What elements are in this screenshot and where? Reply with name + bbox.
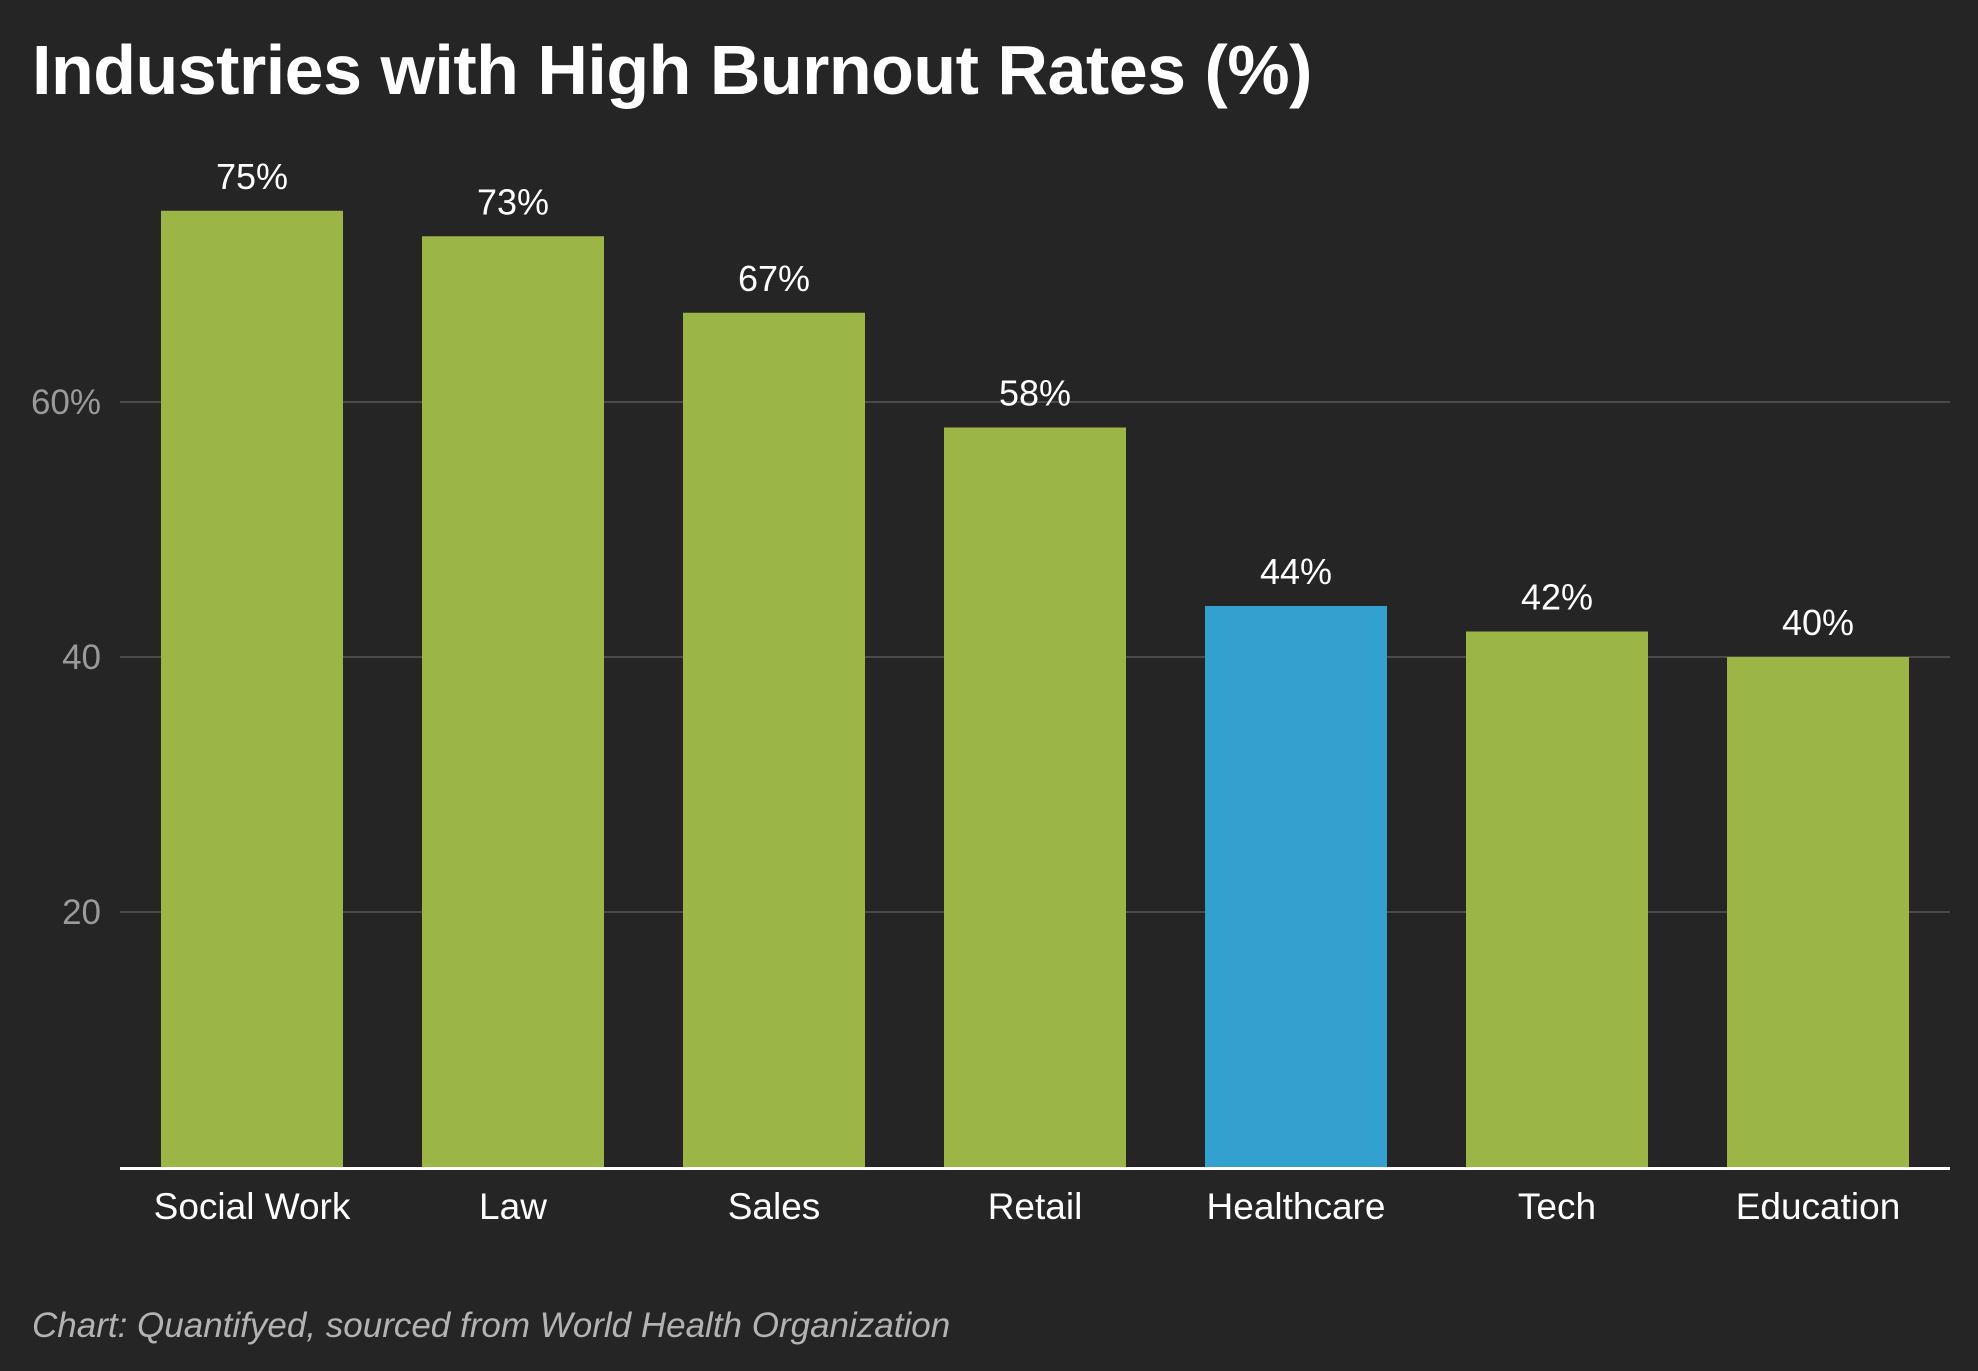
data-label-social-work: 75% xyxy=(216,156,288,197)
x-tick-label-tech: Tech xyxy=(1518,1186,1596,1227)
x-tick-label-retail: Retail xyxy=(988,1186,1083,1227)
x-tick-label-sales: Sales xyxy=(728,1186,821,1227)
bars xyxy=(161,210,1909,1167)
chart-title: Industries with High Burnout Rates (%) xyxy=(32,31,1312,109)
x-tick-label-healthcare: Healthcare xyxy=(1207,1186,1386,1227)
data-label-law: 73% xyxy=(477,181,549,222)
data-label-sales: 67% xyxy=(738,258,810,299)
y-tick-label-20: 20 xyxy=(62,893,101,932)
bar-education xyxy=(1727,657,1909,1167)
y-tick-label-60: 60% xyxy=(31,383,101,422)
data-label-retail: 58% xyxy=(999,373,1071,414)
bar-sales xyxy=(683,312,865,1167)
source-caption: Chart: Quantifyed, sourced from World He… xyxy=(32,1306,951,1345)
bar-social-work xyxy=(161,210,343,1167)
data-label-education: 40% xyxy=(1782,602,1854,643)
data-label-tech: 42% xyxy=(1521,577,1593,618)
x-tick-label-social-work: Social Work xyxy=(154,1186,351,1227)
data-label-healthcare: 44% xyxy=(1260,551,1332,592)
x-axis-ticks: Social Work Law Sales Retail Healthcare Tech E… xyxy=(154,1186,1901,1227)
x-tick-label-education: Education xyxy=(1736,1186,1901,1227)
bar-healthcare xyxy=(1205,606,1387,1167)
bar-tech xyxy=(1466,631,1648,1167)
data-labels: 75% 73% 67% 58% 44% 42% 40% xyxy=(216,156,1854,643)
x-tick-label-law: Law xyxy=(479,1186,547,1227)
bar-retail xyxy=(944,427,1126,1167)
y-axis-ticks: 20 40 60% xyxy=(31,383,101,932)
bar-law xyxy=(422,236,604,1167)
y-tick-label-40: 40 xyxy=(62,638,101,677)
